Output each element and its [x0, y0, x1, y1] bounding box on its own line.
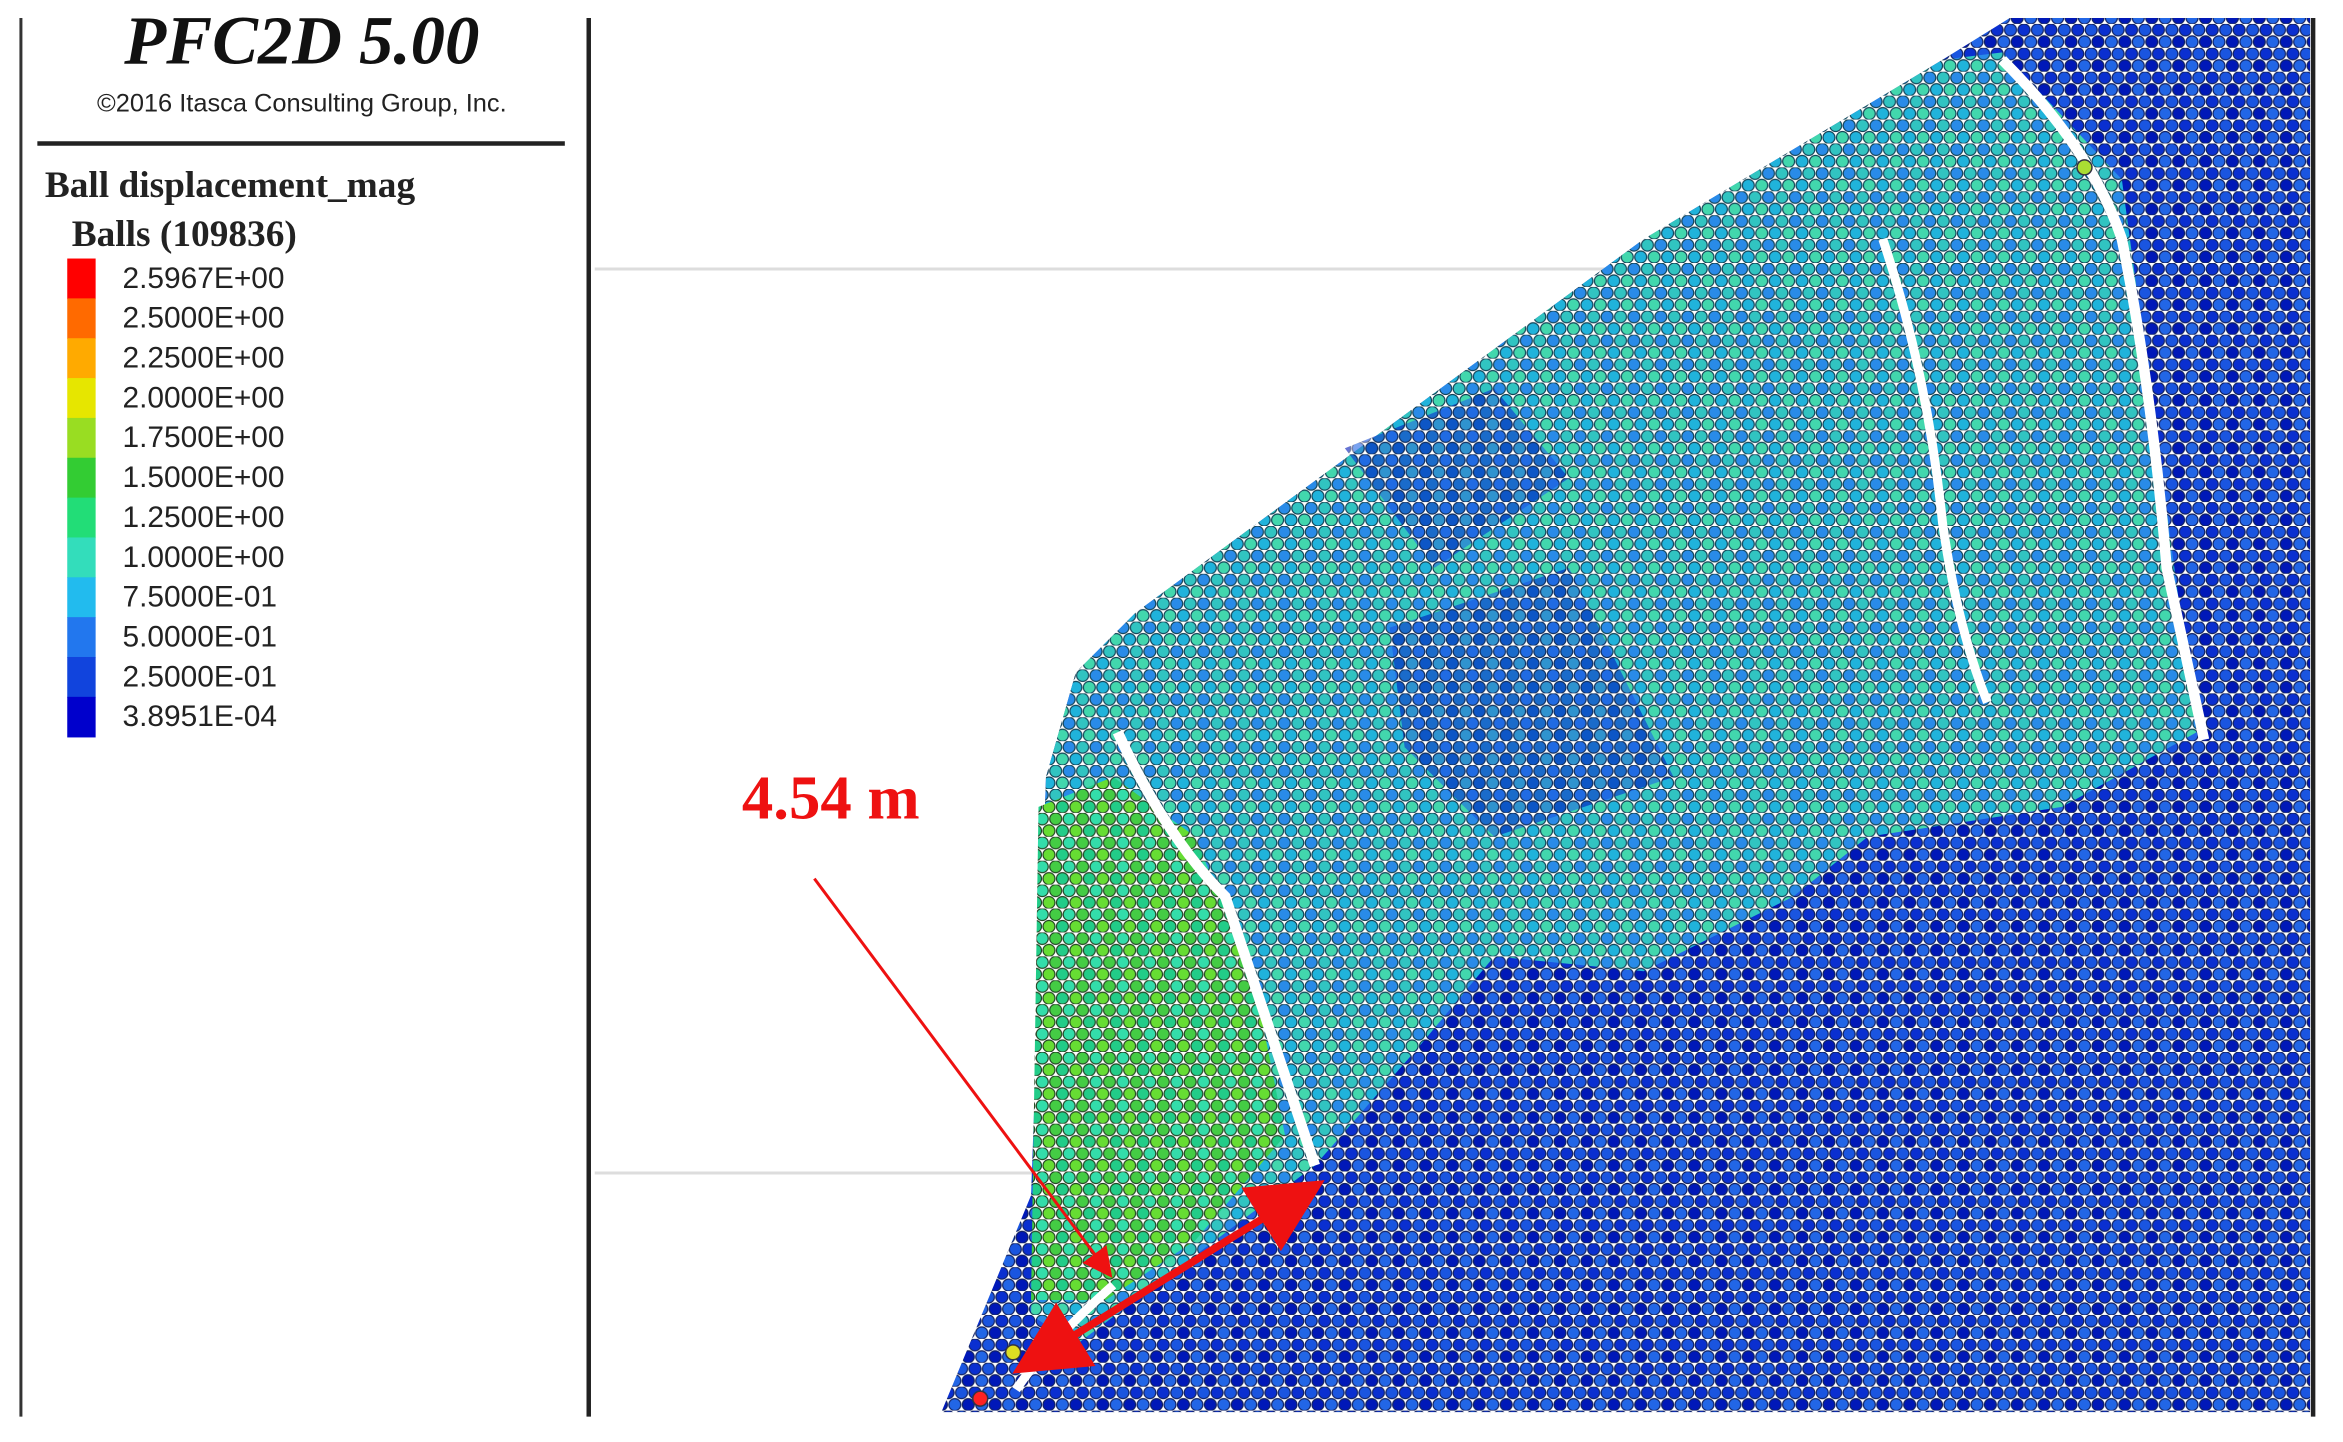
legend-label: 2.5000E-01 — [123, 660, 277, 693]
crack — [1112, 730, 1320, 1168]
legend-swatch — [67, 378, 96, 419]
annotation: 4.54 m — [742, 762, 920, 832]
crack — [1998, 56, 2210, 741]
legend-swatch — [67, 338, 96, 379]
particle — [1004, 1344, 1022, 1361]
dimension-arrow — [1012, 1180, 1325, 1374]
app-title: PFC2D 5.00 — [123, 3, 479, 79]
legend-swatch — [67, 457, 96, 499]
legend-swatch — [67, 696, 96, 738]
legend-label: 7.5000E-01 — [123, 581, 277, 614]
legend-label: 1.7500E+00 — [123, 421, 285, 454]
legend-swatch — [67, 577, 96, 618]
legend-label: 1.0000E+00 — [123, 541, 285, 574]
legend-label: 2.5967E+00 — [123, 262, 285, 295]
legend-swatch — [67, 617, 96, 658]
legend-label: 2.2500E+00 — [123, 342, 285, 375]
legend-swatch — [67, 298, 96, 339]
particle — [972, 1390, 989, 1407]
legend-swatch — [67, 497, 96, 539]
legend-swatch — [67, 417, 96, 459]
legend-title: Ball displacement_mag — [45, 165, 416, 206]
legend-label: 2.0000E+00 — [123, 381, 285, 414]
slope-band — [1389, 567, 1674, 837]
legend-swatch — [67, 656, 96, 698]
legend-subtitle: Balls (109836) — [72, 214, 297, 255]
sliding-block — [1031, 777, 1286, 1301]
crack — [1878, 237, 1992, 704]
legend-swatch — [67, 258, 96, 300]
model-view — [594, 17, 2311, 1413]
legend-label: 3.8951E-04 — [123, 700, 277, 733]
copyright: ©2016 Itasca Consulting Group, Inc. — [97, 89, 507, 117]
particle — [2076, 159, 2093, 176]
legend-label: 2.5000E+00 — [123, 302, 285, 335]
legend-label: 1.2500E+00 — [123, 501, 285, 534]
legend-label: 5.0000E-01 — [123, 620, 277, 653]
slope-band — [1344, 388, 1569, 568]
legend-swatch — [67, 537, 96, 579]
legend: 2.5967E+00 2.5000E+00 2.2500E+00 2.0000E+00… — [67, 258, 285, 738]
legend-label: 1.5000E+00 — [123, 461, 285, 494]
